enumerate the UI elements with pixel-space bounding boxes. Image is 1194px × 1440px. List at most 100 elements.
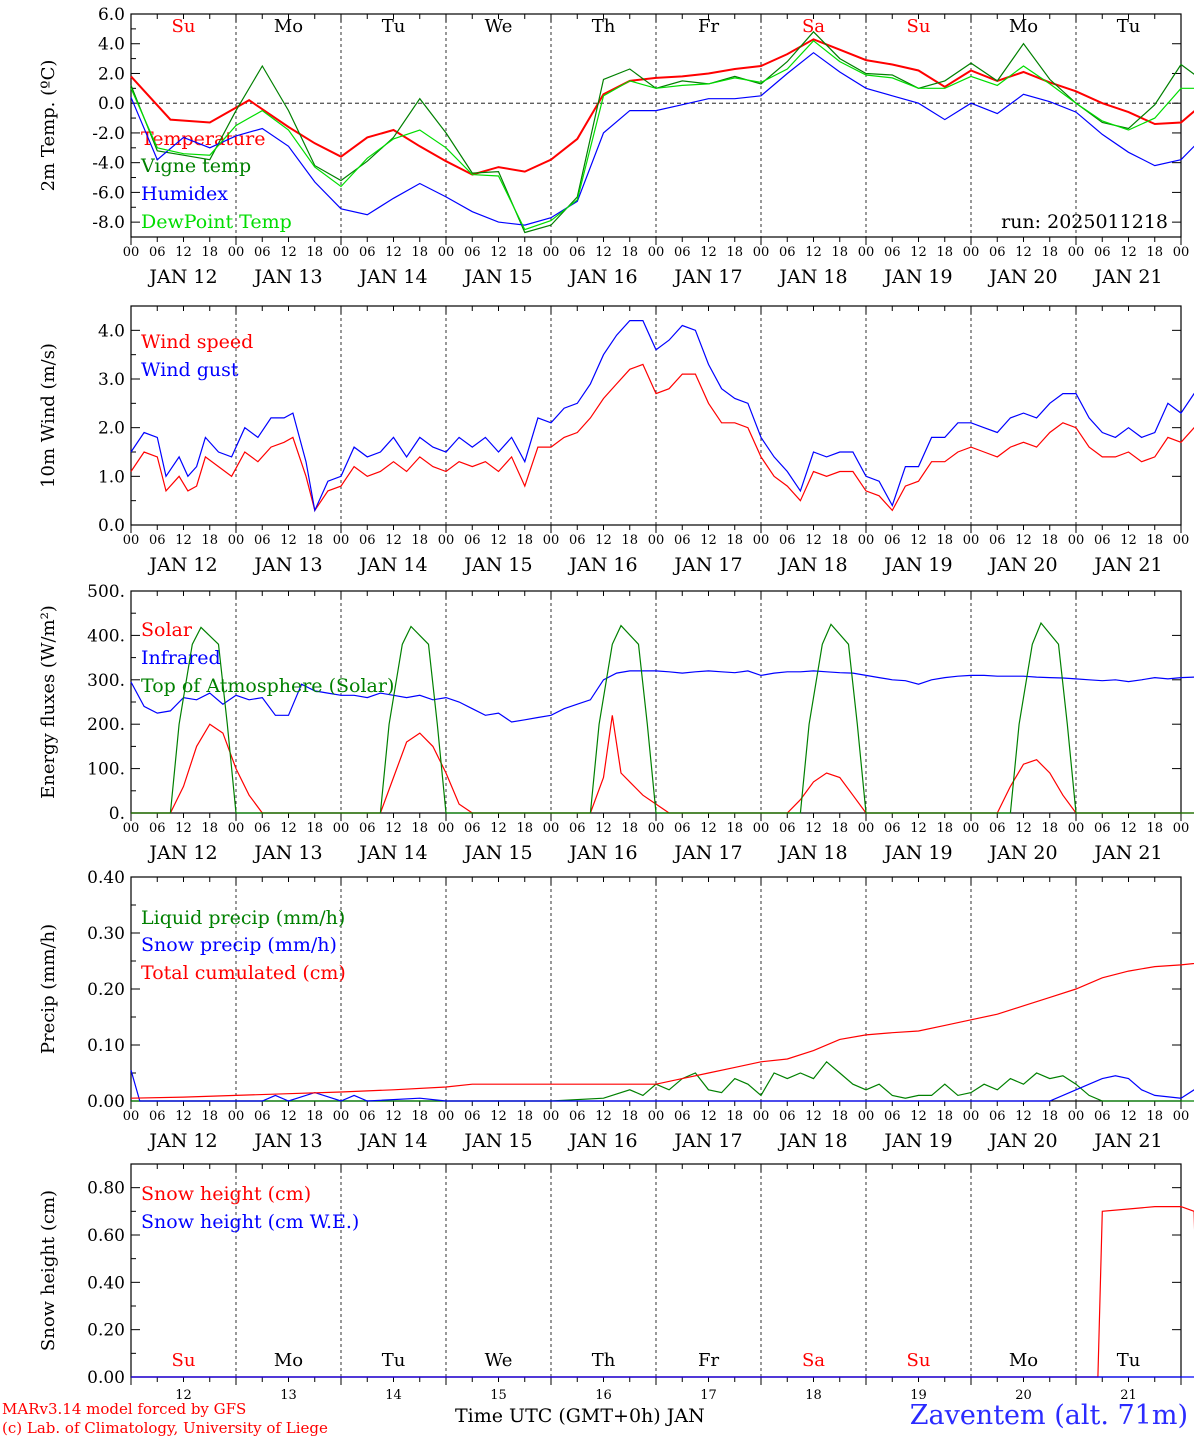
hour-tick-label: 00 — [648, 533, 665, 548]
hour-tick-label: 06 — [989, 533, 1006, 548]
series-line — [130, 38, 1194, 176]
y-tick-label: 0. — [109, 804, 125, 824]
y-tick-label: 100. — [87, 760, 125, 780]
hour-tick-label: 00 — [543, 245, 560, 260]
weekday-label: Fr — [698, 16, 719, 37]
weekday-label: Su — [907, 1350, 931, 1371]
hour-tick-label: 18 — [726, 821, 743, 836]
hour-tick-label: 12 — [490, 533, 507, 548]
date-label: JAN 16 — [567, 554, 637, 576]
hour-tick-label: 18 — [201, 245, 218, 260]
y-tick-label: 0.80 — [87, 1179, 125, 1199]
y-tick-label: 0.20 — [87, 980, 125, 1000]
y-tick-label: -6.0 — [92, 183, 125, 203]
y-tick-label: 3.0 — [98, 370, 125, 390]
hour-tick-label: 06 — [359, 533, 376, 548]
hour-tick-label: 12 — [700, 533, 717, 548]
legend-entry: Liquid precip (mm/h) — [141, 907, 345, 929]
hour-tick-label: 18 — [726, 1109, 743, 1124]
hour-tick-label: 18 — [726, 245, 743, 260]
hour-tick-label: 18 — [411, 245, 428, 260]
weekday-label: We — [485, 1350, 513, 1371]
hour-tick-label: 12 — [910, 245, 927, 260]
y-tick-label: 4.0 — [98, 321, 125, 341]
series-line — [131, 1060, 1194, 1102]
hour-tick-label: 06 — [149, 1109, 166, 1124]
date-label: JAN 16 — [567, 1130, 637, 1152]
hour-tick-label: 00 — [228, 245, 245, 260]
hour-tick-label: 18 — [411, 821, 428, 836]
hour-tick-label: 06 — [989, 821, 1006, 836]
y-tick-label: 4.0 — [98, 35, 125, 55]
hour-tick-label: 18 — [621, 245, 638, 260]
hour-tick-label: 06 — [674, 821, 691, 836]
hour-tick-label: 12 — [1015, 1109, 1032, 1124]
hour-tick-label: 18 — [306, 821, 323, 836]
hour-tick-label: 12 — [490, 821, 507, 836]
hour-tick-label: 12 — [280, 245, 297, 260]
hour-tick-label: 06 — [359, 821, 376, 836]
legend-entry: Infrared — [141, 647, 221, 669]
hour-tick-label: 00 — [1173, 533, 1190, 548]
hour-tick-label: 06 — [1094, 245, 1111, 260]
weekday-label: Fr — [698, 1350, 719, 1371]
series-line — [130, 1070, 1194, 1102]
hour-tick-label: 12 — [385, 821, 402, 836]
hour-tick-label: 12 — [595, 821, 612, 836]
hour-tick-label: 00 — [1173, 821, 1190, 836]
hour-tick-label: 12 — [385, 245, 402, 260]
date-label: JAN 21 — [1092, 1130, 1162, 1152]
date-label: JAN 20 — [987, 266, 1057, 288]
hour-tick-label: 00 — [753, 533, 770, 548]
date-label: JAN 13 — [252, 554, 322, 576]
y-tick-label: 500. — [87, 582, 125, 602]
hour-tick-label: 06 — [569, 1109, 586, 1124]
hour-tick-label: 18 — [1146, 821, 1163, 836]
hour-tick-label: 06 — [359, 245, 376, 260]
hour-tick-label: 18 — [726, 533, 743, 548]
hour-tick-label: 06 — [884, 533, 901, 548]
day-number-label: 19 — [910, 1388, 927, 1403]
hour-tick-label: 00 — [438, 245, 455, 260]
hour-tick-label: 00 — [858, 821, 875, 836]
hour-tick-label: 12 — [175, 533, 192, 548]
weekday-label: Tu — [382, 1350, 406, 1371]
hour-tick-label: 06 — [674, 1109, 691, 1124]
hour-tick-label: 12 — [595, 245, 612, 260]
hour-tick-label: 12 — [595, 1109, 612, 1124]
day-number-label: 16 — [595, 1388, 612, 1403]
footer-credits: MARv3.14 model forced by GFS (c) Lab. of… — [2, 1400, 328, 1438]
hour-tick-label: 00 — [228, 1109, 245, 1124]
hour-tick-label: 06 — [779, 1109, 796, 1124]
hour-tick-label: 00 — [1068, 245, 1085, 260]
panel-frame — [130, 13, 1182, 238]
hour-tick-label: 18 — [201, 821, 218, 836]
run-annotation: run: 2025011218 — [1001, 211, 1168, 233]
hour-tick-label: 00 — [123, 1109, 140, 1124]
date-label: JAN 16 — [567, 842, 637, 864]
series-line — [130, 51, 1194, 226]
y-tick-label: 300. — [87, 671, 125, 691]
series-line — [130, 363, 1194, 512]
y-tick-label: 0.0 — [98, 94, 125, 114]
hour-tick-label: 18 — [1041, 533, 1058, 548]
hour-tick-label: 18 — [936, 533, 953, 548]
hour-tick-label: 00 — [228, 821, 245, 836]
hour-tick-label: 18 — [621, 821, 638, 836]
date-label: JAN 17 — [672, 554, 742, 576]
weekday-label: Su — [172, 1350, 196, 1371]
hour-tick-label: 06 — [464, 1109, 481, 1124]
date-label: JAN 12 — [147, 1130, 217, 1152]
hour-tick-label: 18 — [1041, 245, 1058, 260]
y-tick-label: -2.0 — [92, 124, 125, 144]
hour-tick-label: 06 — [674, 533, 691, 548]
hour-tick-label: 12 — [385, 533, 402, 548]
hour-tick-label: 18 — [516, 533, 533, 548]
y-tick-label: 0.40 — [87, 868, 125, 888]
date-label: JAN 21 — [1092, 842, 1162, 864]
weekday-label: Th — [592, 1350, 616, 1371]
hour-tick-label: 06 — [779, 821, 796, 836]
y-axis-label: Energy fluxes (W/m²) — [38, 605, 59, 799]
hour-tick-label: 00 — [1068, 533, 1085, 548]
hour-tick-label: 12 — [1015, 245, 1032, 260]
